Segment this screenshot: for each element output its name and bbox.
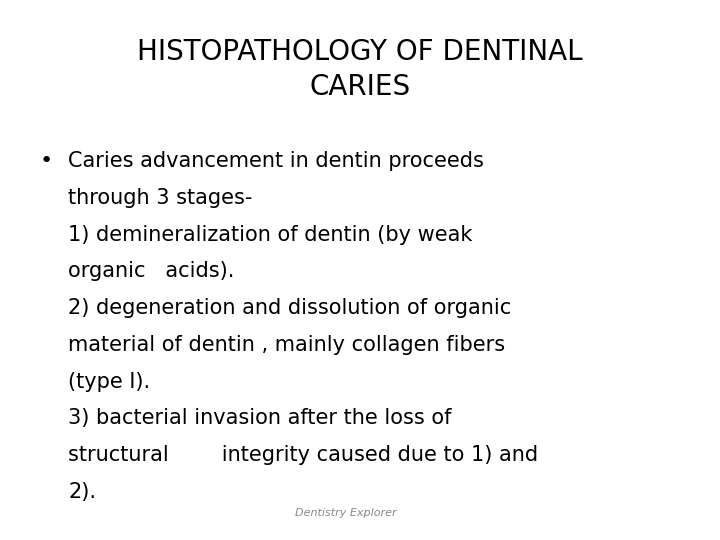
Text: 2).: 2). [68,482,96,502]
Text: organic   acids).: organic acids). [68,261,235,281]
Text: 3) bacterial invasion after the loss of: 3) bacterial invasion after the loss of [68,408,452,428]
Text: structural        integrity caused due to 1) and: structural integrity caused due to 1) an… [68,445,539,465]
Text: Caries advancement in dentin proceeds: Caries advancement in dentin proceeds [68,151,485,171]
Text: HISTOPATHOLOGY OF DENTINAL
CARIES: HISTOPATHOLOGY OF DENTINAL CARIES [138,38,582,102]
Text: through 3 stages-: through 3 stages- [68,188,253,208]
Text: 2) degeneration and dissolution of organic: 2) degeneration and dissolution of organ… [68,298,512,318]
Text: (type I).: (type I). [68,372,150,392]
Text: material of dentin , mainly collagen fibers: material of dentin , mainly collagen fib… [68,335,505,355]
Text: Dentistry Explorer: Dentistry Explorer [294,508,397,518]
Text: 1) demineralization of dentin (by weak: 1) demineralization of dentin (by weak [68,225,473,245]
Text: •: • [40,151,53,171]
